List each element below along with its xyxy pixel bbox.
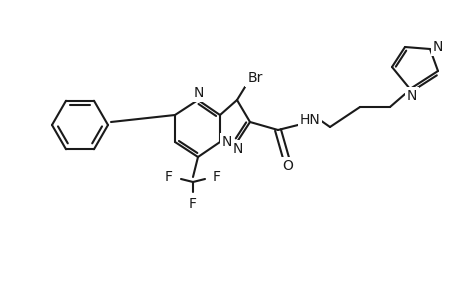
Text: F: F <box>213 170 220 184</box>
Text: O: O <box>282 159 293 173</box>
Text: N: N <box>432 40 442 54</box>
Text: N: N <box>193 86 204 100</box>
Text: Br: Br <box>247 71 262 85</box>
Text: N: N <box>406 89 416 103</box>
Text: HN: HN <box>299 113 319 127</box>
Text: F: F <box>165 170 173 184</box>
Text: N: N <box>221 135 232 149</box>
Text: N: N <box>232 142 243 156</box>
Text: F: F <box>189 197 196 211</box>
